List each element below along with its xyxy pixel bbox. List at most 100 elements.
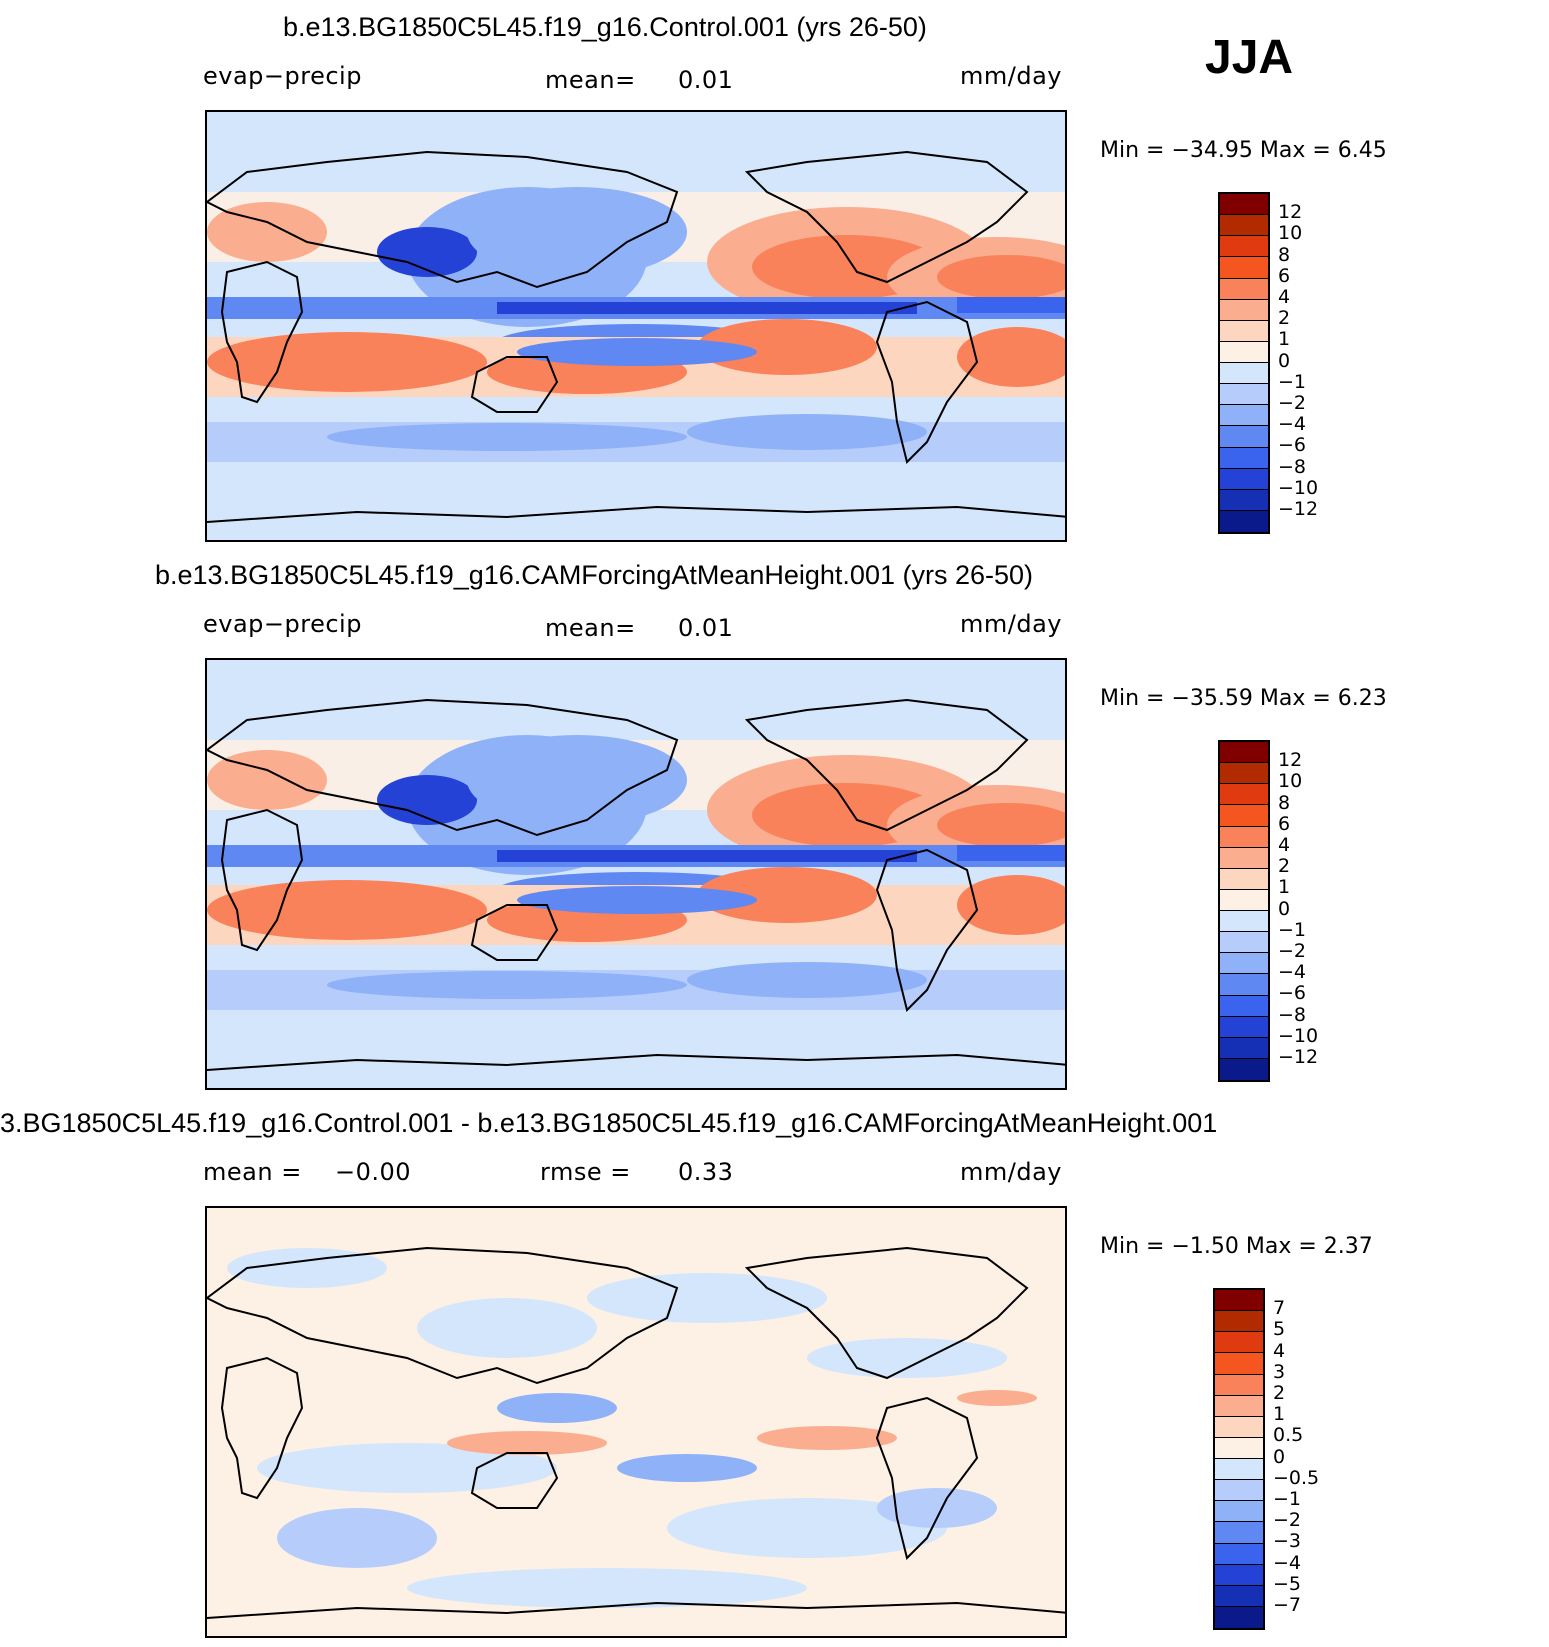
field-blob (957, 875, 1065, 935)
colorbar-swatch (1215, 1606, 1263, 1628)
field-blob (207, 202, 327, 262)
field-blob (697, 319, 877, 375)
colorbar-swatch (1215, 1374, 1263, 1396)
colorbar-tick-label: −8 (1278, 1003, 1307, 1026)
colorbar-tick-label: 7 (1273, 1297, 1286, 1320)
coastline (207, 505, 1065, 523)
coastline (875, 848, 979, 1012)
field-blob (937, 803, 1065, 847)
colorbar-tick-label: 0 (1273, 1445, 1286, 1468)
colorbar-swatch (1220, 826, 1268, 848)
colorbar-swatch (1220, 510, 1268, 532)
coastline (744, 150, 1029, 284)
mean-label: mean= (545, 66, 636, 94)
field-blob (517, 338, 757, 366)
map-field (207, 1208, 1065, 1636)
colorbar-swatch (1215, 1311, 1263, 1333)
colorbar-swatch (1215, 1416, 1263, 1438)
field-blob (807, 1338, 1007, 1378)
mean-value: 0.01 (678, 614, 734, 642)
colorbar-tick-label: 5 (1273, 1318, 1286, 1341)
min-max-text: Min = −1.50 Max = 2.37 (1100, 1234, 1373, 1259)
coastlines (207, 1246, 1065, 1619)
colorbar-swatch (1220, 1058, 1268, 1080)
colorbar-swatch (1220, 489, 1268, 511)
field-blob (687, 962, 927, 998)
rmse-label: rmse = (540, 1158, 631, 1186)
colorbar-tick-label: 10 (1278, 222, 1303, 245)
field-blob (617, 1454, 757, 1482)
field-blob (467, 735, 687, 825)
field-blob (227, 1248, 387, 1288)
field-band (957, 297, 1065, 313)
colorbar-tick-label: −10 (1278, 1024, 1319, 1047)
field-blob (687, 414, 927, 450)
field-blob (207, 750, 327, 810)
colorbar-tick-label: 1 (1278, 876, 1291, 899)
colorbar-tick-label: −7 (1273, 1594, 1302, 1616)
colorbar-tick-label: −2 (1278, 392, 1307, 414)
colorbar-swatch (1220, 257, 1268, 279)
colorbar-swatch (1220, 868, 1268, 890)
colorbar-swatch (1220, 299, 1268, 321)
colorbar-tick-label: −2 (1273, 1509, 1302, 1532)
field-blob (207, 332, 487, 392)
colorbar-swatch (1215, 1395, 1263, 1417)
plot-panel: b.e13.BG1850C5L45.f19_g16.Control.001 (y… (0, 0, 1549, 548)
coastline (744, 698, 1029, 832)
season-label: JJA (1205, 31, 1294, 84)
units-label: mm/day (960, 610, 1062, 638)
colorbar-swatch (1220, 468, 1268, 490)
coastline (875, 300, 979, 464)
coastline (207, 698, 679, 837)
coastline (470, 1452, 559, 1509)
colorbar-swatch (1220, 911, 1268, 933)
coastline (207, 1601, 1065, 1619)
field-band (497, 850, 917, 862)
map-plot (205, 110, 1067, 542)
field-blob (207, 880, 487, 940)
units-label: mm/day (960, 1158, 1062, 1186)
field-blob (407, 1568, 807, 1608)
field-blob (757, 1426, 897, 1450)
colorbar-tick-label: 10 (1278, 770, 1303, 793)
field-band (497, 302, 917, 314)
colorbar-tick-label: −8 (1278, 455, 1307, 478)
coastline (744, 1246, 1029, 1380)
colorbar-swatch (1220, 805, 1268, 827)
field-blob (957, 327, 1065, 387)
panel-title: b.e13.BG1850C5L45.f19_g16.Control.001 (y… (283, 12, 927, 42)
colorbar-tick-label: −1 (1278, 370, 1307, 393)
field-blob (327, 971, 687, 999)
coastline (220, 808, 304, 952)
colorbar-swatch (1220, 742, 1268, 764)
colorbar (1218, 192, 1270, 534)
field-band (207, 1010, 1065, 1088)
map-plot (205, 658, 1067, 1090)
colorbar-swatch (1220, 447, 1268, 469)
field-blob (447, 1431, 607, 1455)
colorbar-tick-label: 1 (1273, 1403, 1286, 1426)
coastline (470, 356, 559, 413)
colorbar-swatch (1220, 995, 1268, 1017)
colorbar-tick-label: 0 (1278, 349, 1291, 372)
coastline (207, 150, 679, 289)
panel-title: 3.BG1850C5L45.f19_g16.Control.001 - b.e1… (0, 1108, 1218, 1138)
colorbar-tick-label: −2 (1278, 940, 1307, 962)
colorbar-swatch (1215, 1501, 1263, 1523)
coastline (207, 1246, 679, 1385)
colorbar-swatch (1220, 953, 1268, 975)
variable-label: evap−precip (203, 610, 362, 638)
colorbar-tick-label: −4 (1278, 961, 1307, 984)
colorbar-swatch (1220, 215, 1268, 237)
colorbar-tick-label: 8 (1278, 791, 1291, 814)
coastline (207, 1053, 1065, 1071)
field-blob (277, 1508, 437, 1568)
map-plot (205, 1206, 1067, 1638)
field-blob (697, 867, 877, 923)
colorbar-tick-label: 12 (1278, 201, 1303, 224)
colorbar-tick-label: 4 (1278, 286, 1291, 308)
field-blob (417, 1298, 597, 1358)
colorbar-swatch (1220, 1016, 1268, 1038)
colorbar-tick-label: 12 (1278, 749, 1303, 772)
